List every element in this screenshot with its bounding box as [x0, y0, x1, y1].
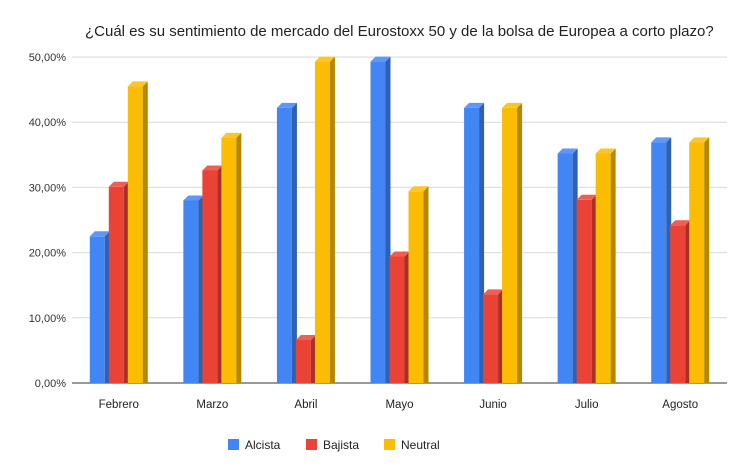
y-tick-label: 50,00% [29, 52, 67, 64]
legend-swatch [384, 439, 395, 450]
x-tick-label: Junio [479, 399, 507, 411]
bar-bajista-abril [295, 334, 316, 383]
bar-neutral-agosto [689, 137, 710, 383]
y-tick-label: 30,00% [29, 182, 67, 194]
y-tick-label: 40,00% [29, 117, 67, 129]
legend-label: Alcista [245, 438, 281, 452]
x-axis: Febrero Marzo Abril Mayo Junio Julio Agosto [99, 399, 698, 411]
legend-item-alcista: Alcista [228, 438, 281, 452]
legend-item-bajista: Bajista [306, 438, 359, 452]
bar-alcista-marzo [183, 195, 204, 383]
bar-alcista-agosto [651, 137, 672, 383]
bar-alcista-junio [464, 102, 485, 383]
x-tick-label: Abril [294, 399, 317, 411]
y-tick-label: 20,00% [29, 248, 67, 260]
legend-label: Bajista [323, 438, 359, 452]
bars [89, 56, 710, 384]
bar-neutral-marzo [221, 132, 242, 383]
y-tick-label: 10,00% [29, 313, 67, 325]
bar-bajista-agosto [670, 220, 691, 383]
bar-alcista-abril [276, 102, 297, 383]
chart-title: ¿Cuál es su sentimiento de mercado del E… [85, 23, 714, 40]
bar-bajista-mayo [389, 251, 410, 383]
y-tick-label: 0,00% [35, 378, 66, 390]
bar-bajista-marzo [202, 165, 223, 383]
x-tick-label: Agosto [662, 399, 698, 411]
bar-alcista-febrero [89, 231, 110, 383]
legend-item-neutral: Neutral [384, 438, 440, 452]
bar-bajista-julio [576, 194, 597, 383]
x-tick-label: Febrero [99, 399, 139, 411]
x-tick-label: Marzo [196, 399, 228, 411]
bar-alcista-mayo [370, 56, 391, 384]
bar-neutral-mayo [408, 186, 429, 383]
x-tick-label: Julio [575, 399, 599, 411]
legend-swatch [228, 439, 239, 450]
x-tick-label: Mayo [385, 399, 413, 411]
legend-swatch [306, 439, 317, 450]
legend-label: Neutral [401, 438, 440, 452]
bar-bajista-junio [483, 289, 504, 383]
bar-alcista-julio [557, 148, 578, 383]
y-axis: 0,00% 10,00% 20,00% 30,00% 40,00% 50,00% [29, 52, 67, 390]
bar-neutral-febrero [127, 81, 148, 383]
bar-neutral-abril [314, 56, 335, 384]
legend: Alcista Bajista Neutral [228, 438, 440, 452]
bar-bajista-febrero [108, 181, 129, 383]
bar-neutral-junio [502, 102, 523, 383]
bar-neutral-julio [595, 148, 616, 383]
